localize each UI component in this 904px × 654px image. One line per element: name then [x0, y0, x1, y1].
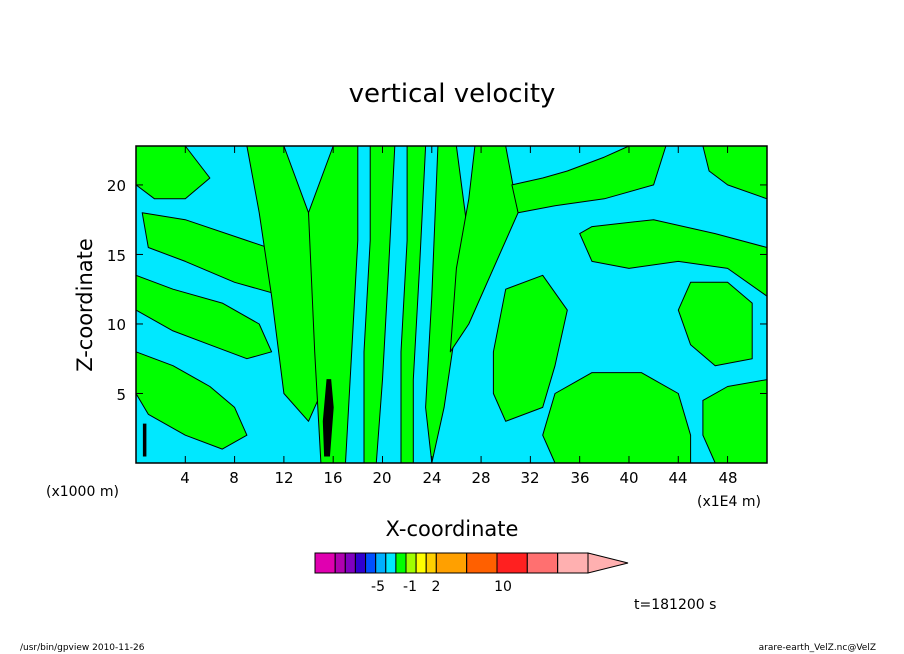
x-axis-label: X-coordinate [386, 517, 519, 541]
colorbar-segment [496, 552, 528, 574]
x-tick-label: 36 [570, 469, 589, 487]
axis-ticks [136, 146, 767, 463]
x-tick-label: 32 [520, 469, 539, 487]
colorbar-segment [526, 552, 559, 574]
x-unit-left: (x1000 m) [46, 484, 119, 500]
y-axis-label: Z-coordinate [73, 238, 97, 372]
x-tick-labels: 4 8 12 16 20 24 28 32 36 40 44 48 [180, 469, 737, 487]
colorbar-segment [375, 552, 387, 574]
positive-velocity-region [425, 145, 470, 464]
footer-right: arare-earth_VelZ.nc@VelZ [759, 643, 876, 653]
x-tick-label: 8 [229, 469, 239, 487]
colorbar-label: 2 [432, 579, 441, 595]
x-tick-label: 48 [718, 469, 737, 487]
time-label: t=181200 s [634, 597, 716, 613]
strong-updraft-region [142, 423, 147, 457]
colorbar-segment [466, 552, 498, 574]
positive-velocity-region [135, 274, 273, 360]
footer-left: /usr/bin/gpview 2010-11-26 [20, 643, 145, 653]
colorbar-segment [385, 552, 397, 574]
y-tick-label: 10 [107, 316, 126, 334]
colorbar-segment [344, 552, 356, 574]
x-tick-label: 20 [372, 469, 391, 487]
colorbar-label: 10 [494, 579, 512, 595]
positive-velocity-region [677, 281, 753, 367]
plot-area [135, 145, 768, 464]
x-tick-label: 4 [180, 469, 190, 487]
colorbar-segment [334, 552, 346, 574]
colorbar-segment [435, 552, 468, 574]
colorbar-label: -1 [403, 579, 417, 595]
strong-updraft-region [322, 379, 334, 457]
x-tick-label: 16 [323, 469, 342, 487]
y-tick-label: 5 [116, 386, 126, 404]
colorbar-segment [395, 552, 407, 574]
colorbar-extend-arrow [587, 552, 629, 574]
plot-frame [135, 145, 768, 464]
colorbar-segment [415, 552, 427, 574]
colorbar-segment [354, 552, 366, 574]
velocity-field [135, 145, 768, 464]
x-unit-right: (x1E4 m) [697, 494, 761, 510]
colorbar-segment [425, 552, 437, 574]
colorbar-labels: -5 -1 2 10 [371, 579, 512, 595]
x-tick-label: 12 [274, 469, 293, 487]
positive-velocity-region [135, 351, 248, 450]
colorbar [314, 552, 629, 574]
colorbar-segment [365, 552, 377, 574]
y-tick-label: 20 [107, 177, 126, 195]
colorbar-segment [314, 552, 336, 574]
x-tick-label: 24 [422, 469, 441, 487]
y-tick-label: 15 [107, 247, 126, 265]
colorbar-label: -5 [371, 579, 385, 595]
x-tick-label: 28 [471, 469, 490, 487]
positive-velocity-region [449, 145, 519, 353]
y-tick-labels: 5 10 15 20 [107, 177, 126, 404]
chart-title: vertical velocity [349, 79, 556, 109]
x-tick-label: 40 [619, 469, 638, 487]
x-tick-label: 44 [668, 469, 687, 487]
colorbar-segment [405, 552, 417, 574]
positive-velocity-region [492, 274, 568, 422]
colorbar-segment [557, 552, 589, 574]
